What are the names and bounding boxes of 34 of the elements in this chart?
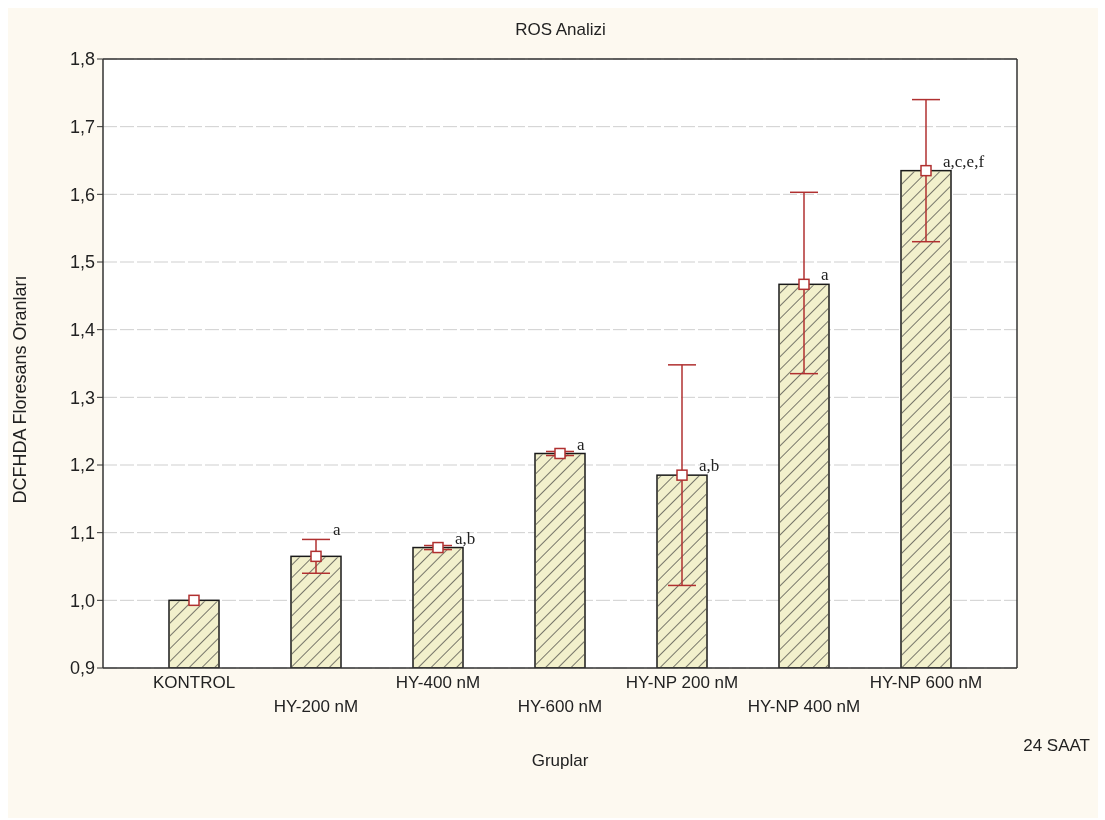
annotation: a,b	[699, 456, 720, 476]
point	[554, 447, 566, 460]
x-tick-label: HY-NP 600 nM	[869, 673, 983, 692]
annotation: a	[333, 520, 341, 540]
annotation: a,c,e,f	[943, 151, 985, 171]
x-tick-label: HY-200 nM	[273, 697, 359, 716]
y-tick-label: 1,2	[69, 455, 95, 476]
y-tick-label: 1,7	[69, 117, 95, 138]
x-tick-label: HY-NP 200 nM	[625, 673, 739, 692]
y-tick-label: 1,0	[69, 590, 95, 611]
y-tick-label: 1,6	[69, 184, 95, 205]
x-tick-label: HY-400 nM	[395, 673, 481, 692]
x-tick-label: KONTROL	[152, 673, 236, 692]
y-tick-label: 0,9	[69, 658, 95, 679]
point	[432, 541, 444, 554]
annotation: a	[821, 265, 829, 285]
annotation: a	[577, 434, 585, 454]
point	[188, 594, 200, 607]
point	[310, 550, 322, 563]
y-tick-label: 1,8	[69, 49, 95, 70]
point	[920, 164, 932, 177]
point	[676, 469, 688, 481]
x-axis-title: Gruplar	[531, 751, 589, 770]
x-tick-label: HY-NP 400 nM	[747, 697, 861, 716]
chart-title: ROS Analizi	[514, 20, 607, 40]
y-axis-title: DCFHDA Floresans Oranları	[10, 275, 31, 504]
y-tick-label: 1,4	[69, 320, 95, 341]
y-tick-label: 1,1	[69, 523, 95, 544]
x-tick-label: HY-600 nM	[517, 697, 603, 716]
point	[798, 278, 810, 291]
y-tick-label: 1,5	[69, 252, 95, 273]
annotation: a,b	[455, 528, 476, 548]
text: 24 SAAT	[1023, 736, 1090, 756]
y-tick-label: 1,3	[69, 387, 95, 408]
